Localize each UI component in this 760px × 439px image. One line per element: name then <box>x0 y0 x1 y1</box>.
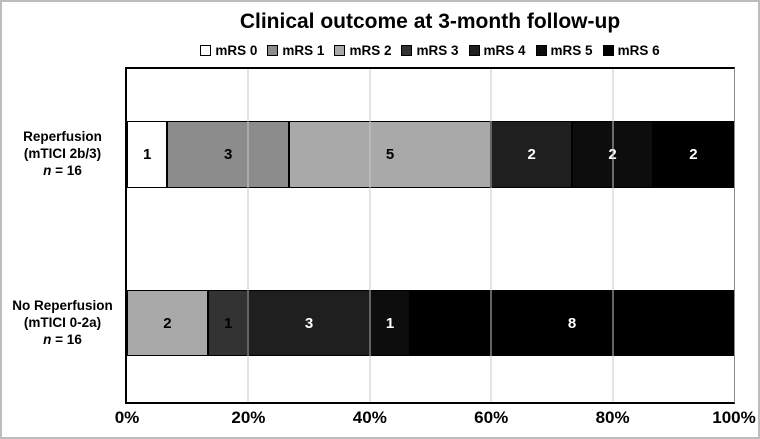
legend-item-mrs-0: mRS 0 <box>200 43 257 58</box>
legend-swatch-mrs-5 <box>535 45 547 56</box>
category-line-2: (mTICI 2b/3) <box>23 146 102 161</box>
legend-swatch-mrs-1 <box>267 45 279 56</box>
legend-item-mrs-3: mRS 3 <box>401 43 459 58</box>
category-label-no-reperfusion: No Reperfusion (mTICI 0-2a) n = 16 <box>2 297 123 348</box>
bar-segment-mrs-4: 3 <box>248 290 370 356</box>
bar-segment-mrs-6: 8 <box>410 290 734 356</box>
gridline <box>369 69 371 402</box>
legend-item-mrs-6: mRS 6 <box>602 43 660 58</box>
gridline <box>490 69 492 402</box>
bar-segment-mrs-2: 2 <box>127 290 208 356</box>
bar-segment-mrs-6: 2 <box>653 121 734 188</box>
legend-item-mrs-1: mRS 1 <box>267 43 324 58</box>
legend-label: mRS 4 <box>483 43 526 58</box>
bar-segment-mrs-2: 5 <box>288 121 492 188</box>
legend-swatch-mrs-4 <box>468 45 480 56</box>
legend-item-mrs-4: mRS 4 <box>468 43 526 58</box>
chart-title: Clinical outcome at 3-month follow-up <box>239 10 621 33</box>
x-tick-label: 20% <box>231 408 266 427</box>
legend-label: mRS 5 <box>550 43 593 58</box>
bar-segment-mrs-4: 2 <box>491 121 573 188</box>
bar-segment-mrs-0: 1 <box>127 121 168 188</box>
legend-swatch-mrs-0 <box>200 45 212 56</box>
x-tick-label: 60% <box>474 408 509 427</box>
legend-label: mRS 3 <box>416 43 459 58</box>
gridline <box>612 69 614 402</box>
legend: mRS 0 mRS 1 mRS 2 mRS 3 mRS 4 mRS 5 mRS 6 <box>125 43 735 58</box>
x-tick-label: 80% <box>595 408 630 427</box>
category-label-reperfusion: Reperfusion (mTICI 2b/3) n = 16 <box>2 128 123 179</box>
category-line-2: (mTICI 0-2a) <box>23 315 102 330</box>
category-line-n: n = 16 <box>43 332 82 347</box>
bar-segment-mrs-1: 3 <box>167 121 289 188</box>
x-tick-label: 0% <box>114 408 140 427</box>
x-tick-label: 100% <box>712 408 756 427</box>
legend-swatch-mrs-2 <box>334 45 346 56</box>
legend-swatch-mrs-6 <box>602 45 614 56</box>
gridline <box>247 69 249 402</box>
category-line-1: No Reperfusion <box>12 298 113 313</box>
legend-item-mrs-2: mRS 2 <box>334 43 391 58</box>
x-axis: 0% 20% 40% 60% 80% 100% <box>115 408 756 432</box>
bar-segment-mrs-3: 1 <box>207 290 249 356</box>
legend-swatch-mrs-3 <box>401 45 413 56</box>
legend-label: mRS 2 <box>349 43 392 58</box>
category-line-n: n = 16 <box>43 163 82 178</box>
legend-item-mrs-5: mRS 5 <box>535 43 593 58</box>
legend-label: mRS 0 <box>215 43 258 58</box>
x-tick-label: 40% <box>352 408 387 427</box>
category-line-1: Reperfusion <box>23 129 102 144</box>
legend-label: mRS 6 <box>617 43 660 58</box>
legend-label: mRS 1 <box>282 43 325 58</box>
bar-segment-mrs-5: 1 <box>369 290 411 356</box>
